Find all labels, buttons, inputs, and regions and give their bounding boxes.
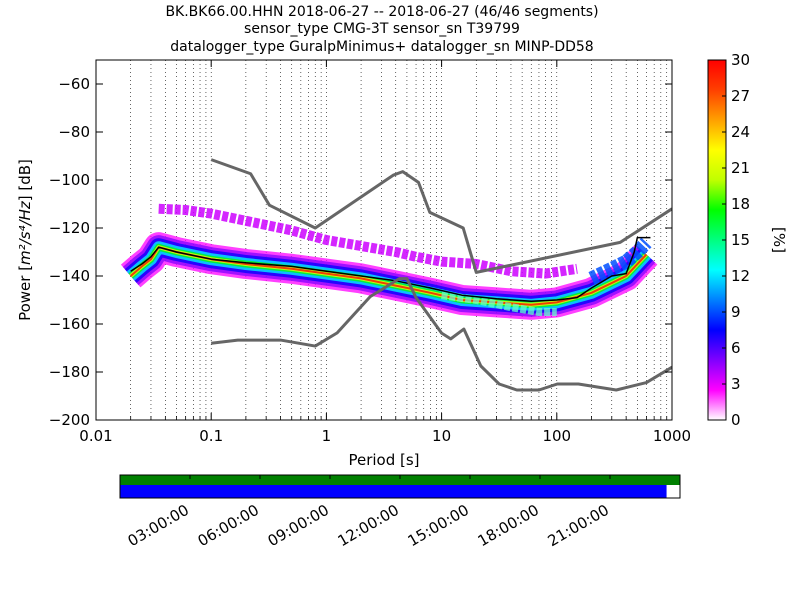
- y-tick-label: −60: [58, 75, 90, 93]
- y-tick-label: −140: [49, 267, 90, 285]
- colorbar-tick-label: 24: [731, 123, 750, 141]
- time-tick-label: 12:00:00: [335, 501, 402, 550]
- colorbar-tick-label: 15: [731, 231, 750, 249]
- colorbar-tick-label: 18: [731, 195, 750, 213]
- gap-bar: [120, 475, 680, 485]
- colorbar-label: [%]: [770, 227, 788, 253]
- colorbar-ticks: 0 3 6 9 12 15 18 21 24 27 30: [722, 51, 750, 429]
- mode-line: [130, 236, 651, 302]
- nlnm-curve: [211, 277, 672, 392]
- density-band-long-period: [588, 237, 652, 285]
- title-line-2: sensor_type CMG-3T sensor_sn T39799: [244, 21, 520, 37]
- psd-density: [120, 203, 658, 320]
- colorbar-tick-label: 3: [731, 375, 741, 393]
- y-tick-label: −120: [49, 219, 90, 237]
- x-tick-label: 0.1: [199, 427, 223, 445]
- y-axis-label-db: [dB]: [16, 159, 34, 191]
- density-band-upper: [158, 203, 578, 279]
- x-tick-label: 0.01: [79, 427, 112, 445]
- time-tick-label: 18:00:00: [475, 501, 542, 550]
- colorbar-tick-label: 0: [731, 411, 741, 429]
- x-tick-label: 100: [542, 427, 571, 445]
- x-tick-label: 1000: [653, 427, 691, 445]
- mode-line-group: [130, 236, 651, 302]
- plot-frame: [95, 59, 673, 421]
- title-line-1: BK.BK66.00.HHN 2018-06-27 -- 2018-06-27 …: [165, 4, 598, 20]
- time-tick-label: 06:00:00: [195, 501, 262, 550]
- y-tick-label: −80: [58, 123, 90, 141]
- nhnm-curve: [210, 158, 672, 274]
- density-band-low-tail: [441, 291, 557, 316]
- grid-lines: [95, 60, 668, 420]
- y-tick-label: −160: [49, 315, 90, 333]
- y-axis-label: Power [m²/s⁴/Hz] [dB]: [16, 159, 34, 321]
- x-tick-label: 10: [432, 427, 451, 445]
- x-axis: 0.01 0.1 1 10 100 1000: [79, 60, 691, 445]
- colorbar-tick-label: 12: [731, 267, 750, 285]
- time-tick-label: 03:00:00: [125, 501, 192, 550]
- x-axis-label: Period [s]: [348, 451, 419, 469]
- time-tick-label: 09:00:00: [265, 501, 332, 550]
- x-tick-label: 1: [322, 427, 332, 445]
- colorbar-tick-label: 27: [731, 87, 750, 105]
- colorbar-tick-label: 6: [731, 339, 741, 357]
- noise-models: [210, 158, 672, 392]
- y-axis: −60 −80 −100 −120 −140 −160 −180 −200: [49, 75, 672, 429]
- colorbar-tick-label: 30: [731, 51, 750, 69]
- y-tick-label: −200: [49, 411, 90, 429]
- colorbar-tick-label: 9: [731, 303, 741, 321]
- y-tick-label: −100: [49, 171, 90, 189]
- time-tick-label: 21:00:00: [545, 501, 612, 550]
- colorbar-tick-label: 21: [731, 159, 750, 177]
- y-tick-label: −180: [49, 363, 90, 381]
- title-line-3: datalogger_type GuralpMinimus+ datalogge…: [170, 39, 593, 55]
- time-tick-label: 15:00:00: [405, 501, 472, 550]
- segment-bar: [120, 485, 667, 498]
- y-axis-label-quantity: Power: [16, 275, 34, 321]
- y-axis-label-unit: m²/s⁴/Hz: [16, 200, 34, 265]
